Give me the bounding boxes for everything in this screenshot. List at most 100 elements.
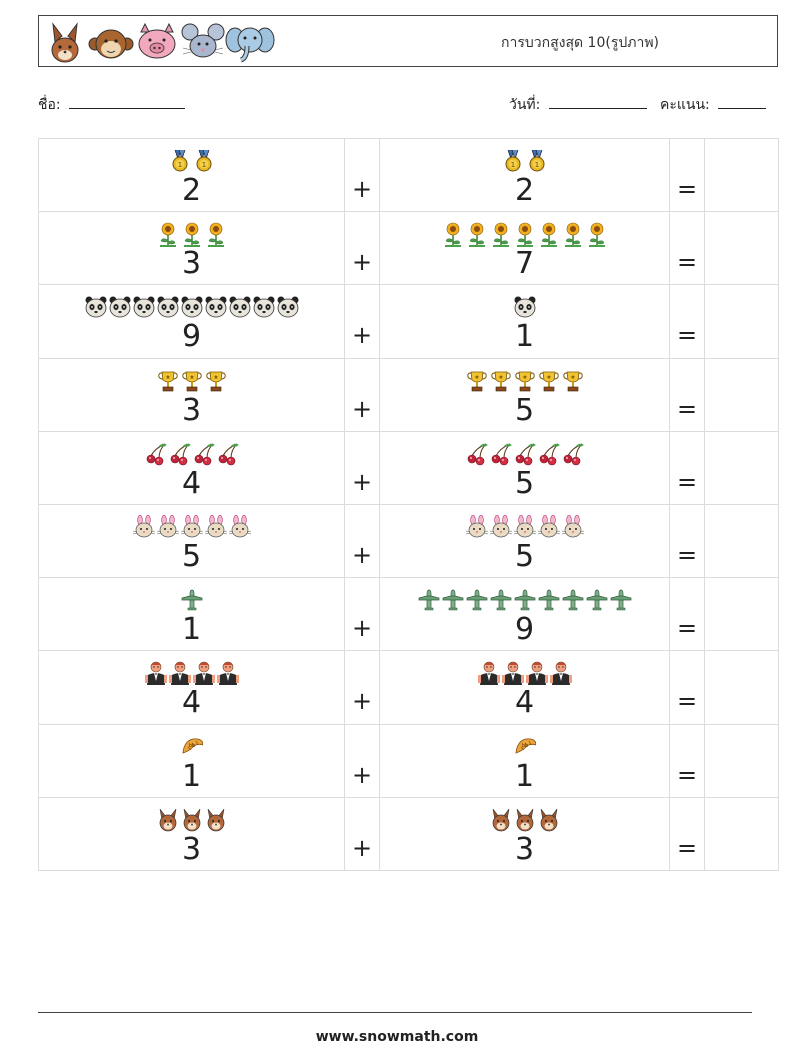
answer-cell[interactable] (704, 357, 779, 432)
equals-sign: = (676, 394, 698, 423)
trophy-icon: ★ (514, 371, 535, 391)
elephant-icon (225, 27, 275, 63)
svg-text:bb: bb (521, 743, 527, 749)
plus-sign: + (351, 833, 373, 862)
answer-cell[interactable] (704, 503, 779, 579)
plus-sign: + (351, 394, 373, 423)
medal-icon: 1 (505, 149, 520, 172)
svg-text:★: ★ (570, 374, 575, 381)
operand-a-cell: bb 1 (38, 723, 345, 798)
icon-group: bb (380, 735, 669, 761)
problem-row: 3 +7 = (38, 211, 779, 286)
problem-row: 9 +1 = (38, 284, 779, 359)
operand-b-number: 5 (514, 538, 535, 574)
airplane-icon (418, 589, 439, 611)
svg-text:★: ★ (498, 374, 503, 381)
icon-group (380, 661, 669, 687)
footer-url[interactable]: www.snowmath.com (315, 1029, 479, 1045)
answer-cell[interactable] (704, 211, 779, 286)
icon-group (39, 808, 344, 834)
problem-row: ★ ★ ★ 3 + ★ ★ ★ ★ ★ 5 = (38, 357, 779, 432)
airplane-icon (538, 589, 559, 611)
cherry-icon (194, 443, 215, 466)
svg-text:★: ★ (189, 374, 194, 381)
medal-icon: 1 (196, 149, 211, 172)
sunflower-icon (588, 222, 605, 248)
answer-cell[interactable] (704, 650, 779, 725)
sunflower-icon (159, 222, 176, 248)
medal-icon: 1 (172, 149, 187, 172)
svg-text:★: ★ (213, 374, 218, 381)
answer-cell[interactable] (704, 577, 779, 652)
bunny-icon (132, 514, 155, 538)
svg-text:1: 1 (177, 161, 181, 169)
equals-cell: = (669, 577, 705, 652)
operand-a-number: 2 (181, 173, 202, 208)
monkey-icon (88, 29, 134, 59)
trophy-icon: ★ (562, 371, 583, 391)
panda-icon (514, 296, 535, 318)
answer-cell[interactable] (704, 430, 779, 505)
operand-b-cell: 4 (379, 650, 670, 725)
trophy-icon: ★ (490, 371, 511, 391)
bunny-icon (156, 514, 179, 538)
icon-group (380, 514, 669, 541)
svg-text:★: ★ (165, 374, 170, 381)
equals-cell: = (669, 430, 705, 505)
waiter-icon (216, 662, 239, 686)
airplane-icon (586, 589, 607, 611)
icon-group (39, 588, 344, 614)
operand-a-number: 3 (181, 392, 202, 428)
bunny-icon (204, 514, 227, 538)
operand-b-number: 1 (514, 319, 535, 355)
sunflower-icon (564, 222, 581, 248)
plus-cell: + (344, 137, 380, 213)
croissant-icon: bb (515, 737, 536, 754)
panda-icon (109, 296, 130, 318)
bunny-icon (537, 514, 560, 538)
equals-cell: = (669, 211, 705, 286)
answer-cell[interactable] (704, 723, 779, 798)
equals-cell: = (669, 650, 705, 725)
panda-icon (85, 296, 106, 318)
waiter-icon (549, 662, 572, 686)
operand-a-number: 3 (181, 831, 202, 867)
pig-icon (138, 22, 176, 59)
operand-b-number: 7 (514, 246, 535, 282)
date-blank[interactable] (548, 96, 647, 109)
icon-group (39, 442, 344, 468)
problem-row: 3 +3 = (38, 796, 779, 871)
plus-sign: + (351, 321, 373, 350)
name-label: ชื่อ: (38, 97, 61, 113)
name-blank[interactable] (69, 96, 186, 109)
equals-sign: = (676, 248, 698, 277)
svg-text:★: ★ (522, 374, 527, 381)
cherry-icon (563, 443, 584, 466)
rabbit-icon (159, 808, 176, 832)
svg-text:bb: bb (188, 743, 194, 749)
trophy-icon: ★ (538, 371, 559, 391)
answer-cell[interactable] (704, 284, 779, 359)
svg-text:★: ★ (474, 374, 479, 381)
sunflower-icon (444, 222, 461, 248)
operand-b-number: 4 (514, 685, 535, 721)
waiter-icon (525, 662, 548, 686)
score-blank[interactable] (718, 96, 767, 109)
operand-b-number: 2 (514, 173, 535, 208)
rabbit-icon (51, 22, 79, 63)
equals-sign: = (676, 175, 698, 203)
score-field: คะแนน: (660, 94, 767, 116)
operand-b-cell: 5 (379, 503, 670, 579)
problem-row: bb 1 + bb 1 = (38, 723, 779, 798)
answer-cell[interactable] (704, 796, 779, 871)
waiter-icon (192, 662, 215, 686)
score-label: คะแนน: (660, 97, 710, 113)
icon-group (380, 808, 669, 834)
answer-cell[interactable] (704, 137, 779, 213)
problem-row: 1 1 2 +1 1 2 = (38, 137, 779, 213)
worksheet-header: การบวกสูงสุด 10(รูปภาพ) (38, 15, 778, 67)
operand-a-cell: 5 (38, 503, 345, 579)
panda-icon (205, 296, 226, 318)
airplane-icon (466, 589, 487, 611)
